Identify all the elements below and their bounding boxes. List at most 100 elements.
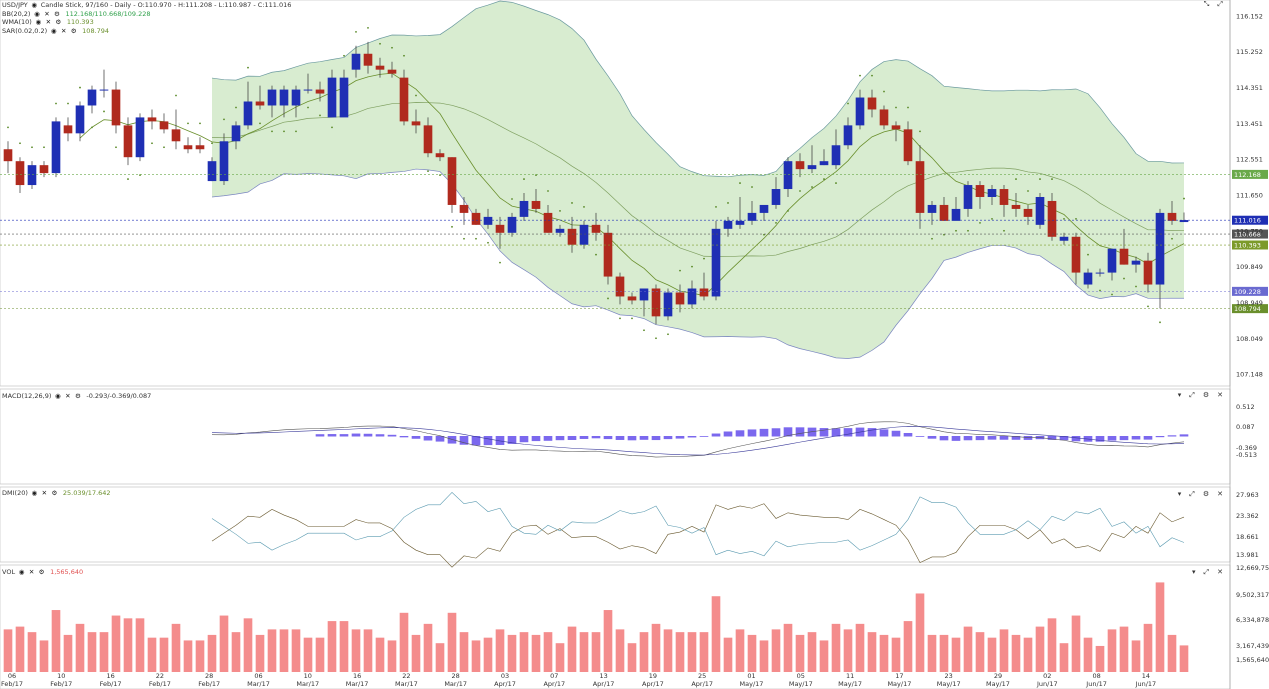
gear-icon[interactable]: ⚙ — [74, 392, 81, 400]
x-tick-month: Apr/17 — [691, 680, 713, 688]
eye-icon[interactable]: ◉ — [31, 1, 38, 9]
macd-histogram-bar — [399, 436, 409, 438]
candle-body — [327, 77, 337, 118]
x-tick-month: Feb/17 — [50, 680, 72, 688]
macd-histogram-bar — [375, 434, 385, 437]
gear-icon[interactable]: ⚙ — [1202, 490, 1210, 498]
close-icon[interactable]: ✕ — [28, 568, 35, 576]
gear-icon[interactable]: ⚙ — [54, 9, 60, 18]
candle-body — [759, 204, 769, 213]
candle-body — [843, 125, 853, 146]
volume-bar — [627, 643, 637, 672]
candle-body — [951, 208, 961, 221]
close-icon[interactable]: ✕ — [1217, 568, 1223, 576]
candle-body — [543, 212, 553, 233]
candle-body — [747, 212, 757, 221]
volume-bar — [1011, 634, 1021, 672]
sar-dot — [583, 206, 585, 208]
eye-icon[interactable]: ◉ — [50, 26, 57, 35]
macd-histogram-bar — [711, 433, 721, 437]
candle-body — [231, 125, 241, 142]
volume-bar — [423, 623, 433, 672]
chevron-down-icon[interactable]: ▾ — [1192, 568, 1196, 576]
x-tick-month: May/17 — [838, 680, 862, 688]
close-icon[interactable]: ✕ — [44, 9, 50, 18]
eye-icon[interactable]: ◉ — [18, 568, 25, 576]
sar-dot — [811, 186, 813, 188]
close-icon[interactable]: ✕ — [60, 26, 67, 35]
macd-histogram-bar — [843, 428, 853, 437]
candle-body — [1107, 248, 1117, 273]
candle-body — [1167, 212, 1177, 221]
volume-bar — [147, 637, 157, 672]
volume-bar — [3, 629, 13, 672]
eye-icon[interactable]: ◉ — [34, 9, 40, 18]
volume-bar — [579, 632, 589, 672]
gear-icon[interactable]: ⚙ — [38, 568, 45, 576]
candle-body — [315, 89, 325, 94]
expand-icon[interactable]: ⤢ — [1203, 568, 1210, 576]
volume-bar — [747, 634, 757, 672]
close-icon[interactable]: ✕ — [41, 489, 48, 497]
volume-bar — [723, 637, 733, 672]
x-tick-day: 10 — [304, 672, 312, 680]
volume-bar — [1047, 618, 1057, 672]
volume-bar — [171, 623, 181, 672]
eye-icon[interactable]: ◉ — [31, 489, 38, 497]
close-icon[interactable]: ✕ — [1217, 490, 1223, 498]
sar-dot — [691, 265, 693, 268]
macd-histogram-bar — [1119, 436, 1129, 441]
x-tick-month: Jun/17 — [1135, 680, 1157, 688]
candle-body — [603, 232, 613, 277]
gear-icon[interactable]: ⚙ — [70, 26, 77, 35]
volume-bar — [543, 632, 553, 672]
volume-bar — [1119, 626, 1129, 672]
vol-tick-label: 3,167,439 — [1236, 642, 1269, 650]
sar-dot — [919, 130, 921, 133]
x-tick-day: 14 — [1142, 672, 1150, 680]
macd-histogram-bar — [891, 430, 901, 437]
macd-histogram-bar — [483, 436, 493, 446]
macd-histogram-bar — [759, 428, 769, 437]
chevron-down-icon[interactable]: ▾ — [1177, 391, 1182, 399]
volume-bar — [915, 593, 925, 672]
close-icon[interactable]: ✕ — [65, 392, 71, 400]
gear-icon[interactable]: ⚙ — [1202, 391, 1210, 399]
y-tick-label: 109.849 — [1236, 263, 1263, 271]
gear-icon[interactable]: ⚙ — [51, 489, 58, 497]
y-tick-label: 116.152 — [1236, 12, 1263, 20]
vol-label: VOL — [2, 568, 16, 576]
eye-icon[interactable]: ◉ — [55, 392, 61, 400]
expand-icon[interactable]: ⤢ — [1189, 490, 1195, 498]
volume-bar — [231, 632, 241, 672]
grid — [0, 0, 1231, 689]
collapse-icon[interactable]: ⤡ — [1203, 0, 1210, 8]
volume-bar — [939, 634, 949, 672]
macd-histogram-bar — [939, 436, 949, 441]
candle-body — [267, 89, 277, 106]
sar-label: SAR(0.02,0.2) — [2, 26, 48, 35]
expand-icon[interactable]: ⤢ — [1189, 391, 1195, 399]
volume-bar — [267, 629, 277, 672]
macd-histogram-bar — [459, 436, 469, 445]
volume-bar — [699, 632, 709, 672]
eye-icon[interactable]: ◉ — [35, 18, 42, 26]
x-tick-day: 22 — [402, 672, 410, 680]
expand-icon[interactable]: ⤢ — [1217, 0, 1223, 8]
macd-tick-label: 0.512 — [1236, 403, 1255, 411]
volume-bar — [279, 629, 289, 672]
macd-histogram-bar — [1143, 436, 1153, 440]
gear-icon[interactable]: ⚙ — [55, 18, 62, 26]
volume-bar — [99, 632, 109, 672]
x-tick-month: Feb/17 — [100, 680, 122, 688]
macd-histogram-bar — [519, 436, 529, 443]
sar-dot — [427, 170, 429, 173]
macd-histogram-bar — [387, 434, 397, 437]
chevron-down-icon[interactable]: ▾ — [1177, 490, 1182, 498]
volume-bar — [411, 634, 421, 672]
x-tick-day: 25 — [698, 672, 706, 680]
sar-dot — [559, 210, 561, 212]
close-icon[interactable]: ✕ — [1217, 391, 1223, 399]
close-icon[interactable]: ✕ — [45, 18, 52, 26]
